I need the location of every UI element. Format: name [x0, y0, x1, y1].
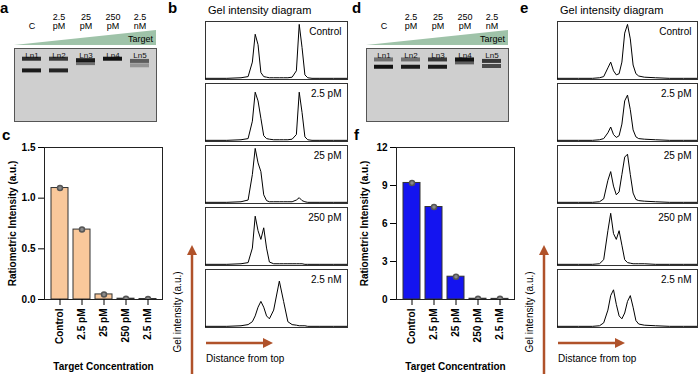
svg-text:25pM: 25pM: [432, 12, 445, 31]
svg-text:2.5 pM: 2.5 pM: [311, 88, 342, 99]
svg-text:25 pM: 25 pM: [98, 309, 109, 337]
svg-text:250pM: 250pM: [105, 12, 120, 31]
svg-text:Gel intensity (a.u.): Gel intensity (a.u.): [172, 271, 183, 352]
svg-text:2.5pM: 2.5pM: [405, 12, 418, 31]
html-text:Gel intensity diagram: Gel intensity diagram: [208, 4, 312, 16]
svg-text:Target: Target: [480, 34, 506, 44]
svg-text:25pM: 25pM: [80, 12, 93, 31]
html-text:b: b: [168, 0, 178, 16]
svg-text:Ln4: Ln4: [106, 51, 120, 60]
svg-text:6: 6: [382, 218, 388, 229]
svg-text:Ratiometric Intensity (a.u.): Ratiometric Intensity (a.u.): [359, 161, 370, 287]
svg-text:9: 9: [382, 180, 388, 191]
svg-text:3: 3: [382, 256, 388, 267]
svg-text:12: 12: [376, 142, 388, 153]
svg-text:Target Concentration: Target Concentration: [53, 361, 153, 372]
html-text:f: f: [354, 126, 359, 143]
svg-text:2.5nM: 2.5nM: [134, 12, 147, 31]
svg-text:2.5 pM: 2.5 pM: [76, 309, 87, 340]
html-text:Gel intensity diagram: Gel intensity diagram: [560, 4, 664, 16]
html-text:c: c: [2, 126, 11, 143]
svg-text:0.5: 0.5: [22, 243, 36, 254]
svg-text:0.0: 0.0: [22, 294, 36, 305]
svg-text:Control: Control: [659, 26, 691, 37]
svg-text:250 pM: 250 pM: [472, 309, 483, 343]
svg-text:Distance from top: Distance from top: [206, 353, 285, 364]
svg-text:250pM: 250pM: [457, 12, 472, 31]
svg-text:25 pM: 25 pM: [450, 309, 461, 337]
svg-text:Distance from top: Distance from top: [558, 353, 637, 364]
svg-text:2.5pM: 2.5pM: [53, 12, 66, 31]
svg-text:2.5nM: 2.5nM: [486, 12, 499, 31]
svg-text:Ratiometric Intensity (a.u.): Ratiometric Intensity (a.u.): [7, 161, 18, 287]
svg-text:2.5 nM: 2.5 nM: [494, 309, 505, 340]
svg-text:1.5: 1.5: [22, 142, 36, 153]
svg-text:Ln1: Ln1: [377, 51, 391, 60]
svg-text:1.0: 1.0: [22, 192, 36, 203]
svg-text:Ln5: Ln5: [133, 51, 147, 60]
svg-text:2.5 nM: 2.5 nM: [142, 309, 153, 340]
svg-text:250 pM: 250 pM: [120, 309, 131, 343]
svg-text:Ln4: Ln4: [458, 51, 472, 60]
svg-text:Ln3: Ln3: [79, 51, 93, 60]
svg-text:Control: Control: [406, 308, 417, 344]
svg-text:Ln3: Ln3: [431, 51, 445, 60]
svg-text:Ln2: Ln2: [52, 51, 66, 60]
svg-text:250 pM: 250 pM: [308, 212, 341, 223]
svg-text:Ln2: Ln2: [404, 51, 418, 60]
svg-text:Control: Control: [54, 308, 65, 344]
svg-text:Target: Target: [128, 34, 154, 44]
html-text:e: e: [520, 0, 529, 16]
svg-text:Gel intensity (a.u.): Gel intensity (a.u.): [524, 271, 535, 352]
svg-text:C: C: [29, 21, 36, 31]
svg-text:Ln1: Ln1: [25, 51, 39, 60]
svg-text:Ln5: Ln5: [485, 51, 499, 60]
html-text:d: d: [352, 0, 362, 16]
svg-text:Control: Control: [309, 26, 341, 37]
svg-text:250 pM: 250 pM: [658, 212, 691, 223]
svg-text:25 pM: 25 pM: [314, 150, 342, 161]
svg-text:Target Concentration: Target Concentration: [405, 361, 505, 372]
svg-text:2.5 pM: 2.5 pM: [661, 88, 692, 99]
html-text:a: a: [0, 0, 9, 16]
svg-text:0: 0: [382, 294, 388, 305]
svg-text:C: C: [381, 21, 388, 31]
svg-text:2.5 pM: 2.5 pM: [428, 309, 439, 340]
svg-text:25 pM: 25 pM: [664, 150, 692, 161]
svg-text:2.5 nM: 2.5 nM: [661, 274, 692, 285]
svg-text:2.5 nM: 2.5 nM: [311, 274, 342, 285]
